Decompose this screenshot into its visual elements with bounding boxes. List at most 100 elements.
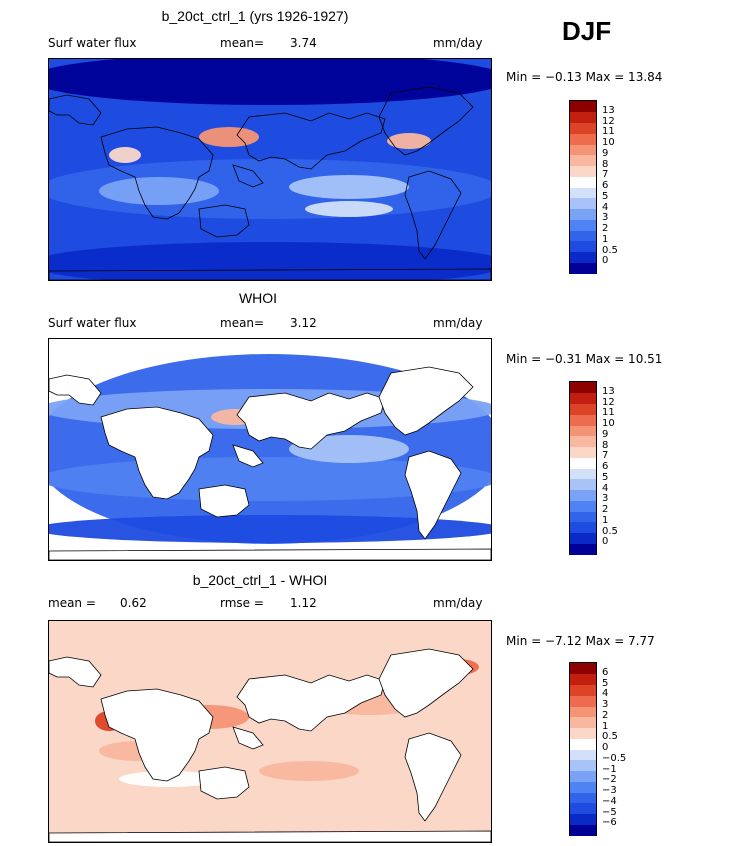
panel-2-mean-label: mean= — [220, 316, 265, 330]
colorbar-tick-label: −4 — [602, 795, 617, 807]
colorbar-tick-label: 6 — [602, 180, 609, 191]
colorbar-tick-label: 8 — [602, 158, 609, 170]
colorbar-tick-label: 0 — [602, 255, 609, 267]
colorbar-tick-label: 1 — [602, 514, 609, 526]
panel-1-minmax: Min = −0.13 Max = 13.84 — [506, 70, 663, 84]
colorbar-cell — [570, 781, 596, 793]
colorbar-tick-label: 2 — [602, 223, 609, 234]
panel-3-map — [48, 620, 492, 843]
colorbar-cell — [570, 144, 596, 156]
panel-3-colorbar — [569, 662, 597, 836]
colorbar-cell — [570, 802, 596, 814]
colorbar-tick-label: 1 — [602, 720, 609, 732]
panel-3-minmax: Min = −7.12 Max = 7.77 — [506, 634, 655, 648]
colorbar-cell — [570, 414, 596, 426]
colorbar-cell — [570, 663, 596, 675]
colorbar-tick-label: 4 — [602, 688, 609, 700]
colorbar-cell — [570, 457, 596, 469]
colorbar-cell — [570, 230, 596, 242]
colorbar-tick-label: 0.5 — [602, 525, 618, 537]
colorbar-tick-label: 6 — [602, 666, 609, 678]
panel-2-title: WHOI — [238, 290, 278, 306]
panel-1-map — [48, 58, 492, 281]
colorbar-cell — [570, 251, 596, 263]
colorbar-cell — [570, 532, 596, 544]
colorbar-tick-label: 1 — [602, 233, 609, 245]
colorbar-tick-label: 3 — [602, 699, 609, 710]
colorbar-cell — [570, 262, 596, 274]
colorbar-cell — [570, 403, 596, 415]
season-label: DJF — [562, 16, 612, 46]
colorbar-cell — [570, 197, 596, 209]
colorbar-cell — [570, 165, 596, 177]
colorbar-tick-label: 5 — [602, 677, 609, 689]
panel-3-mean-label: mean = — [48, 596, 96, 610]
colorbar-cell — [570, 500, 596, 512]
colorbar-cell — [570, 101, 596, 113]
colorbar-tick-label: 13 — [602, 104, 615, 116]
colorbar-tick-label: 10 — [602, 418, 615, 429]
panel-3-mean-value: 0.62 — [120, 596, 147, 610]
colorbar-cell — [570, 187, 596, 199]
colorbar-cell — [570, 468, 596, 480]
panel-1-colorbar — [569, 100, 597, 274]
colorbar-cell — [570, 425, 596, 437]
colorbar-tick-label: 7 — [602, 450, 609, 462]
colorbar-cell — [570, 673, 596, 685]
panel-2-map — [48, 338, 492, 561]
colorbar-tick-label: 2 — [602, 504, 609, 515]
panel-1-variable-label: Surf water flux — [48, 36, 137, 50]
colorbar-cell — [570, 154, 596, 166]
panel-1-title: b_20ct_ctrl_1 (yrs 1926-1927) — [161, 8, 349, 24]
colorbar-cell — [570, 446, 596, 458]
colorbar-tick-label: 13 — [602, 385, 615, 397]
panel-2-minmax: Min = −0.31 Max = 10.51 — [506, 352, 663, 366]
colorbar-cell — [570, 684, 596, 696]
colorbar-cell — [570, 176, 596, 188]
colorbar-cell — [570, 478, 596, 490]
colorbar-cell — [570, 392, 596, 404]
panel-3-units: mm/day — [433, 596, 483, 610]
colorbar-cell — [570, 111, 596, 123]
colorbar-cell — [570, 695, 596, 707]
panel-2-colorbar — [569, 381, 597, 555]
colorbar-cell — [570, 122, 596, 134]
panel-1-units: mm/day — [433, 36, 483, 50]
colorbar-cell — [570, 770, 596, 782]
colorbar-cell — [570, 435, 596, 447]
colorbar-cell — [570, 759, 596, 771]
panel-2-units: mm/day — [433, 316, 483, 330]
colorbar-cell — [570, 738, 596, 750]
colorbar-tick-label: −5 — [602, 806, 617, 818]
colorbar-cell — [570, 813, 596, 825]
colorbar-tick-label: 8 — [602, 439, 609, 451]
colorbar-cell — [570, 133, 596, 145]
panel-2-variable-label: Surf water flux — [48, 316, 137, 330]
panel-3-rmse-label: rmse = — [220, 596, 264, 610]
colorbar-tick-label: 12 — [602, 396, 615, 408]
colorbar-tick-label: 9 — [602, 147, 609, 159]
colorbar-tick-label: −6 — [602, 817, 617, 829]
colorbar-cell — [570, 219, 596, 231]
colorbar-tick-label: 12 — [602, 115, 615, 127]
colorbar-cell — [570, 240, 596, 252]
colorbar-tick-label: 11 — [602, 126, 615, 138]
colorbar-tick-label: −1 — [602, 763, 617, 775]
panel-1-mean-value: 3.74 — [290, 36, 317, 50]
colorbar-cell — [570, 706, 596, 718]
panel-2-mean-value: 3.12 — [290, 316, 317, 330]
colorbar-tick-label: −2 — [602, 774, 617, 786]
colorbar-tick-label: −3 — [602, 785, 617, 796]
colorbar-tick-label: 0.5 — [602, 244, 618, 256]
colorbar-cell — [570, 749, 596, 761]
colorbar-cell — [570, 382, 596, 394]
colorbar-cell — [570, 489, 596, 501]
colorbar-cell — [570, 727, 596, 739]
colorbar-cell — [570, 511, 596, 523]
colorbar-tick-label: 4 — [602, 201, 609, 213]
colorbar-tick-label: 6 — [602, 461, 609, 472]
colorbar-tick-label: 10 — [602, 137, 615, 148]
colorbar-cell — [570, 716, 596, 728]
colorbar-cell — [570, 543, 596, 555]
colorbar-tick-label: 2 — [602, 709, 609, 721]
